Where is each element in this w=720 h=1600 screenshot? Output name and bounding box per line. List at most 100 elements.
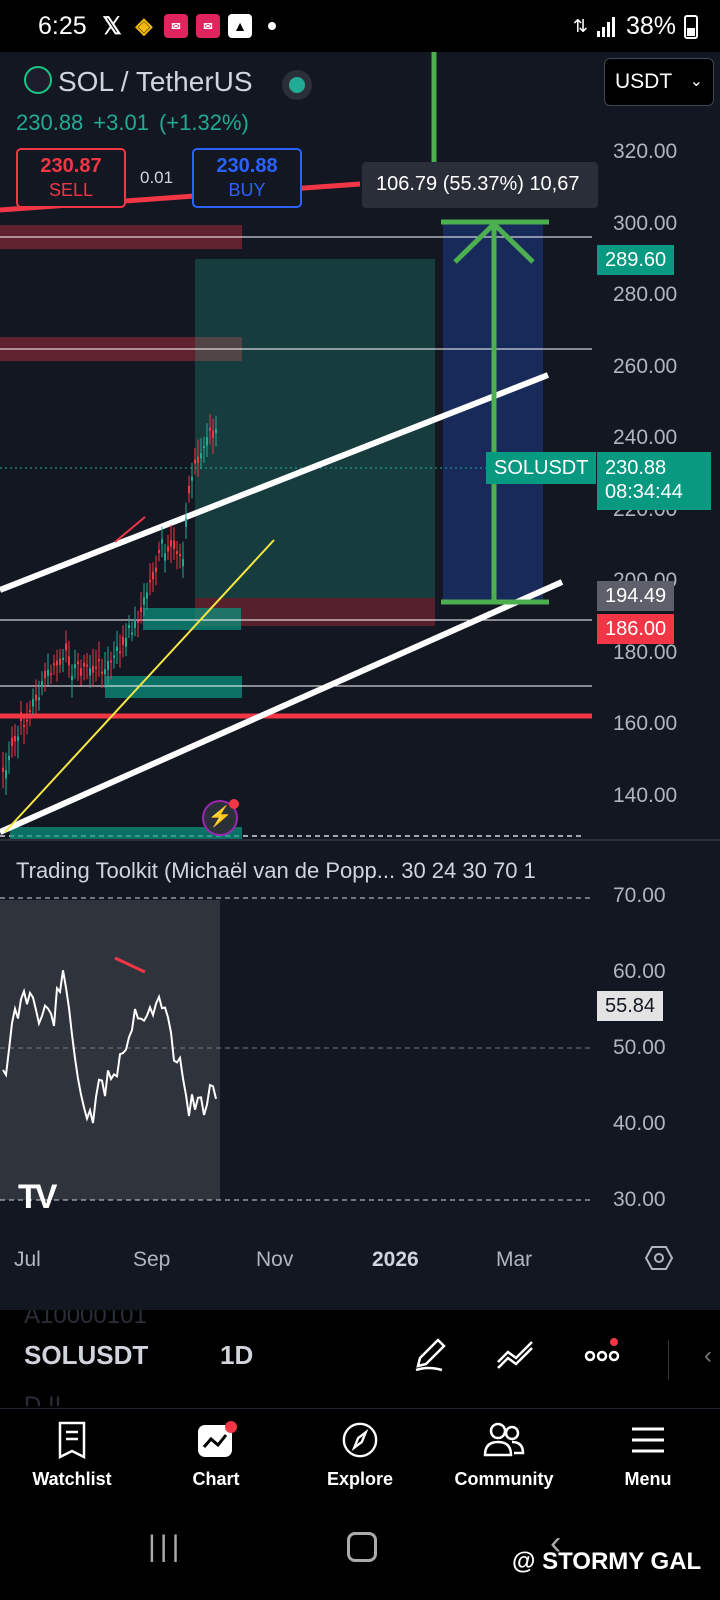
status-time: 6:25 [38,12,87,40]
chevron-down-icon: ⌄ [689,73,703,90]
demand-zone [105,676,242,698]
nav-explore[interactable]: Explore [288,1421,432,1490]
price-axis-label: 140.00 [613,783,678,807]
home-icon[interactable] [347,1532,377,1562]
price-axis-label: 300.00 [613,211,678,235]
indicators-icon[interactable] [494,1332,538,1376]
candle-body [68,656,70,666]
candle-body [95,666,97,669]
candle-body [173,540,175,550]
price-axis-label: 240.00 [613,426,678,449]
candle-body [152,571,154,580]
candle-body [158,549,160,553]
toolbar-symbol[interactable]: SOLUSDT [24,1340,149,1370]
candle-body [215,428,217,434]
candle-body [77,661,79,665]
candle-body [179,554,181,557]
candle-body [29,709,31,712]
watermark: @ STORMY GAL [512,1548,702,1575]
candle-body [53,663,55,666]
candle-body [167,546,169,552]
candle-body [182,559,184,567]
nav-chart[interactable]: Chart [144,1421,288,1490]
nav-label: Explore [326,1469,394,1489]
candle-body [116,646,118,652]
chart-settings-icon[interactable] [645,1244,673,1272]
candle-body [194,459,196,464]
price-chart[interactable] [0,52,720,1310]
candle-body [131,632,133,635]
bottom-navigation: Watchlist Chart Explore Community Me [0,1408,720,1518]
app-notification-icon: ✉ [196,14,220,38]
candle-body [5,769,7,779]
more-options-icon[interactable] [580,1332,624,1376]
channel-upper-line [0,372,550,593]
watchlist-icon [58,1421,86,1459]
candle-body [80,668,82,676]
symbol-price-tag: SOLUSDT [486,452,597,484]
candle-body [14,736,16,742]
toolbar-separator [668,1340,669,1380]
candle-body [140,607,142,613]
app-notification-icon: ✉ [164,14,188,38]
nav-community[interactable]: Community [432,1421,576,1490]
candle-body [170,540,172,547]
candle-body [101,671,103,674]
rsi-axis-label: 40.00 [613,1112,666,1135]
candle-body [92,665,94,673]
nav-watchlist[interactable]: Watchlist [0,1421,144,1490]
buy-price: 230.88 [216,155,278,177]
sell-price: 230.87 [40,155,102,177]
buy-button[interactable]: 230.88 BUY [192,148,302,208]
back-icon[interactable]: ‹ [550,1524,562,1562]
chevron-left-icon[interactable]: ‹ [704,1342,712,1369]
system-navigation-bar: ||| ‹ @ STORMY GAL [0,1518,720,1600]
measure-tooltip: 106.79 (55.37%) 10,67 [362,162,598,208]
solana-logo-icon [24,66,52,94]
stop-price-tag: 186.00 [597,614,675,644]
candle-body [203,446,205,449]
candle-body [119,651,121,654]
yellow-trendline [4,539,275,833]
sell-label: SELL [48,180,94,200]
price-change: +3.01 [93,110,149,135]
candle-body [44,670,46,679]
candle-countdown: 08:34:44 [605,481,683,503]
candle-body [188,485,190,494]
lightning-icon[interactable]: ⚡ [202,799,239,836]
ghost-text: A10000101 [24,1310,147,1329]
candle-body [197,456,199,463]
binance-icon: ◈ [135,13,153,38]
candle-body [155,567,157,573]
price-axis-label: 180.00 [613,640,678,664]
interval-selector[interactable]: 1D [220,1340,254,1370]
indicator-title[interactable]: Trading Toolkit (Michaël van de Popp... … [16,858,536,883]
candle-body [98,659,100,662]
currency-dropdown[interactable]: USDT ⌄ [604,58,714,106]
symbol-title[interactable]: SOL / TetherUS [58,66,253,97]
status-bar: 6:25 𝕏 ◈ ✉ ✉ ▲ ⇅ 38% [0,0,720,52]
market-open-indicator[interactable] [282,70,312,100]
battery-icon [684,14,698,39]
recent-apps-icon[interactable]: ||| [148,1530,184,1563]
community-icon [483,1422,525,1457]
chart-toolbar: A10000101 SOLUSDT 1D ‹ D.II [0,1310,720,1406]
candle-body [113,655,115,658]
candle-body [164,553,166,561]
sell-button[interactable]: 230.87 SELL [16,148,126,208]
chart-panel[interactable]: SOL / TetherUS 230.88 +3.01 (+1.32%) 230.8… [0,52,720,1310]
drawing-tools-icon[interactable] [408,1332,452,1376]
system-status: ⇅ 38% [573,12,698,41]
demand-zone [143,608,241,630]
candle-body [26,719,28,722]
current-price: 230.88 [605,457,667,479]
tradingview-logo-icon[interactable]: TV [18,1178,58,1216]
entry-price-tag: 194.49 [597,581,675,611]
long-position-profit-zone [195,259,435,598]
rsi-history-shade [0,900,220,1200]
price-change-percent: (+1.32%) [158,110,249,135]
nav-menu[interactable]: Menu [576,1421,720,1490]
candle-body [125,637,127,647]
time-axis-label: Sep [133,1248,171,1271]
candle-body [35,694,37,701]
